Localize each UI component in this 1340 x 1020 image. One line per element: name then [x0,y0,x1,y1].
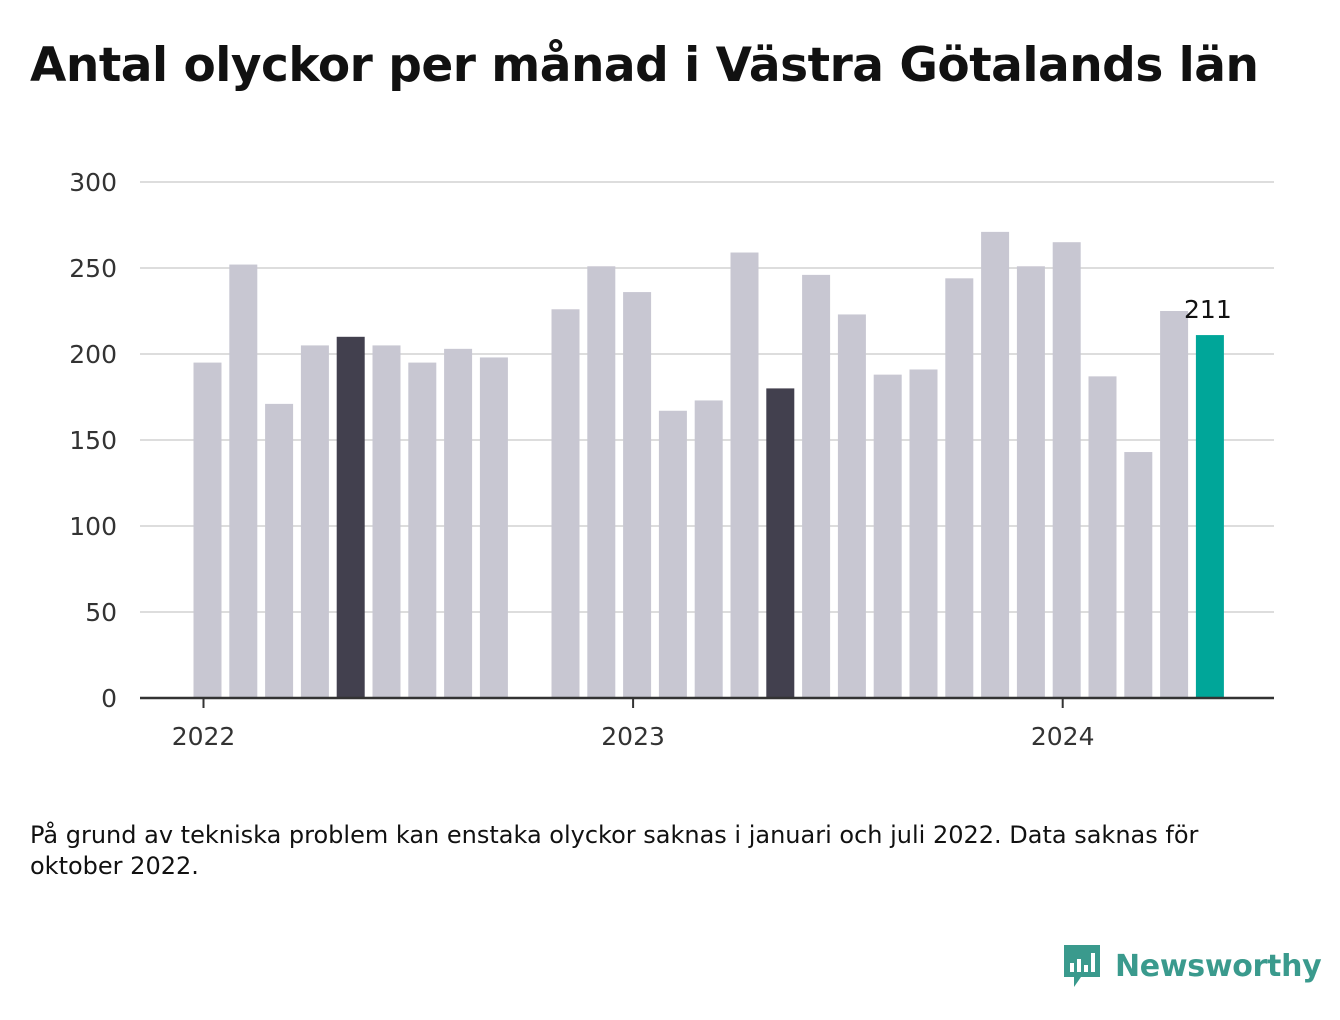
y-axis-ticks: 0 50 100 150 200 250 300 [69,168,117,713]
x-axis: 2022 2023 2024 [140,696,1274,751]
y-tick-label: 300 [69,168,117,197]
y-tick-label: 0 [101,684,117,713]
bar-2022-12 [587,266,616,698]
bar-2022-06 [372,345,401,698]
x-tick-label: 2023 [601,722,665,751]
data-labels: 211 [1184,295,1232,324]
bar-2023-09 [909,369,938,698]
footnote: På grund av tekniska problem kan enstaka… [30,821,1199,880]
brand-logo[interactable]: Newsworthy [1061,942,1322,990]
bar-2023-12 [1016,266,1045,698]
y-tick-label: 100 [69,512,117,541]
bars [193,231,1224,698]
bar-2022-03 [265,403,294,698]
bar-2022-11 [551,309,580,698]
bar-chart: 0 50 100 150 200 250 300 2022 2023 2024 211 [69,168,1274,751]
bar-2023-08 [873,374,902,698]
y-tick-label: 200 [69,340,117,369]
bar-2023-02 [658,410,687,698]
bar-2022-07 [408,362,437,698]
bar-2024-05 [1195,335,1224,698]
bar-2023-07 [837,314,866,698]
x-tick-label: 2022 [172,722,236,751]
chart-title: Antal olyckor per månad i Västra Götalan… [30,38,1259,93]
brand-name: Newsworthy [1115,948,1322,984]
y-tick-label: 50 [85,598,117,627]
bar-2023-05 [766,388,795,698]
bar-2024-04 [1160,311,1189,698]
bar-2024-01 [1052,242,1081,698]
newsworthy-logo-icon [1064,945,1100,987]
bar-2023-03 [694,400,723,698]
bar-2023-04 [730,252,759,698]
bar-2022-09 [479,357,508,698]
bar-2022-01 [193,362,222,698]
bar-2023-06 [802,274,831,698]
bar-2023-01 [623,292,652,698]
bar-2022-02 [229,264,258,698]
bar-2023-11 [981,231,1010,698]
data-label-latest: 211 [1184,295,1232,324]
bar-2024-03 [1124,452,1153,698]
y-tick-label: 150 [69,426,117,455]
bar-2022-08 [444,348,473,698]
bar-2022-05 [336,336,365,698]
x-tick-label: 2024 [1031,722,1095,751]
bar-2022-04 [300,345,329,698]
bar-2023-10 [945,278,974,698]
y-tick-label: 250 [69,254,117,283]
bar-2024-02 [1088,376,1117,698]
